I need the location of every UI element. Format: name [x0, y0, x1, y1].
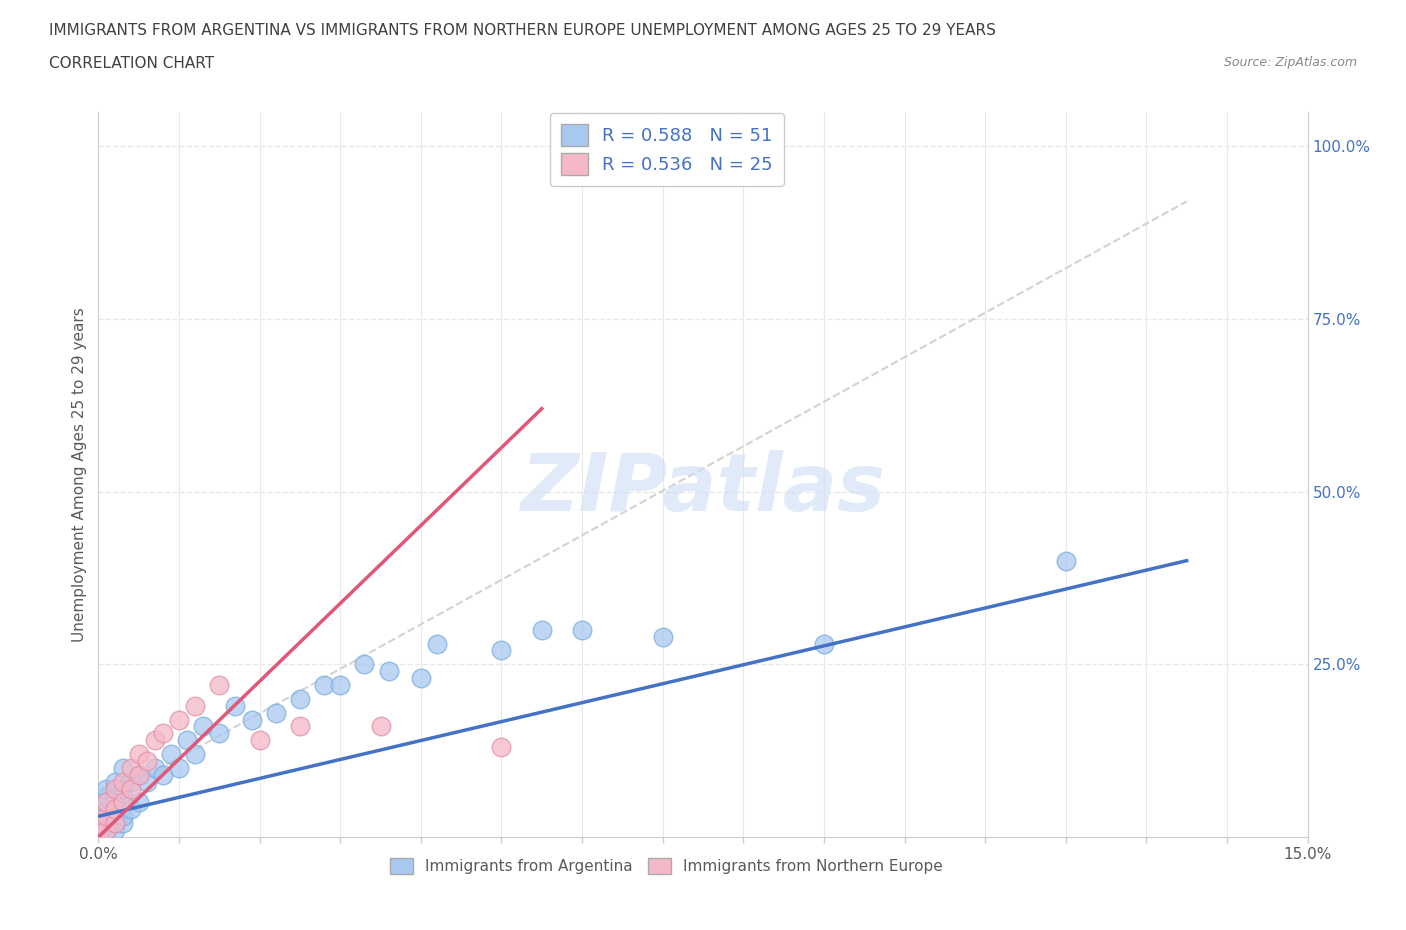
Point [103, 795, 125, 810]
Point [491, 739, 513, 754]
Point [111, 795, 134, 810]
Point [111, 809, 134, 824]
Point [111, 775, 134, 790]
Point [314, 678, 336, 693]
Point [571, 622, 593, 637]
Point [103, 816, 125, 830]
Point [96, 795, 118, 810]
Point [329, 678, 352, 693]
Point [96, 809, 118, 824]
Point [87, 830, 110, 844]
Point [288, 691, 311, 706]
Point [120, 781, 142, 796]
Point [87, 823, 110, 838]
Legend: Immigrants from Argentina, Immigrants from Northern Europe: Immigrants from Argentina, Immigrants fr… [384, 852, 949, 880]
Point [651, 630, 673, 644]
Point [143, 733, 166, 748]
Point [87, 816, 110, 830]
Point [160, 747, 183, 762]
Point [135, 775, 157, 790]
Point [111, 781, 134, 796]
Point [96, 788, 118, 803]
Point [111, 761, 134, 776]
Point [176, 733, 198, 748]
Point [167, 761, 190, 776]
Text: ZIPatlas: ZIPatlas [520, 450, 886, 528]
Point [128, 767, 150, 782]
Point [96, 823, 118, 838]
Point [135, 753, 157, 768]
Point [87, 830, 110, 844]
Point [264, 705, 287, 720]
Point [353, 657, 375, 671]
Point [184, 698, 207, 713]
Point [224, 698, 246, 713]
Point [491, 643, 513, 658]
Point [370, 719, 392, 734]
Point [128, 747, 150, 762]
Point [111, 795, 134, 810]
Point [103, 802, 125, 817]
Point [120, 775, 142, 790]
Point [193, 719, 215, 734]
Point [152, 726, 174, 741]
Point [184, 747, 207, 762]
Point [103, 802, 125, 817]
Text: Source: ZipAtlas.com: Source: ZipAtlas.com [1223, 56, 1357, 69]
Y-axis label: Unemployment Among Ages 25 to 29 years: Unemployment Among Ages 25 to 29 years [72, 307, 87, 642]
Point [96, 802, 118, 817]
Point [96, 809, 118, 824]
Point [152, 767, 174, 782]
Point [111, 816, 134, 830]
Point [426, 636, 449, 651]
Text: CORRELATION CHART: CORRELATION CHART [49, 56, 214, 71]
Point [208, 726, 231, 741]
Point [96, 823, 118, 838]
Point [240, 712, 263, 727]
Point [128, 795, 150, 810]
Point [103, 788, 125, 803]
Point [120, 761, 142, 776]
Point [96, 816, 118, 830]
Point [1054, 553, 1077, 568]
Point [96, 781, 118, 796]
Point [96, 795, 118, 810]
Point [120, 802, 142, 817]
Point [612, 139, 634, 153]
Point [143, 761, 166, 776]
Text: IMMIGRANTS FROM ARGENTINA VS IMMIGRANTS FROM NORTHERN EUROPE UNEMPLOYMENT AMONG : IMMIGRANTS FROM ARGENTINA VS IMMIGRANTS … [49, 23, 995, 38]
Point [208, 678, 231, 693]
Point [409, 671, 432, 685]
Point [288, 719, 311, 734]
Point [167, 712, 190, 727]
Point [813, 636, 835, 651]
Point [103, 823, 125, 838]
Point [103, 809, 125, 824]
Point [530, 622, 553, 637]
Point [96, 830, 118, 844]
Point [128, 767, 150, 782]
Point [103, 816, 125, 830]
Point [249, 733, 271, 748]
Point [103, 775, 125, 790]
Point [377, 664, 399, 679]
Point [103, 781, 125, 796]
